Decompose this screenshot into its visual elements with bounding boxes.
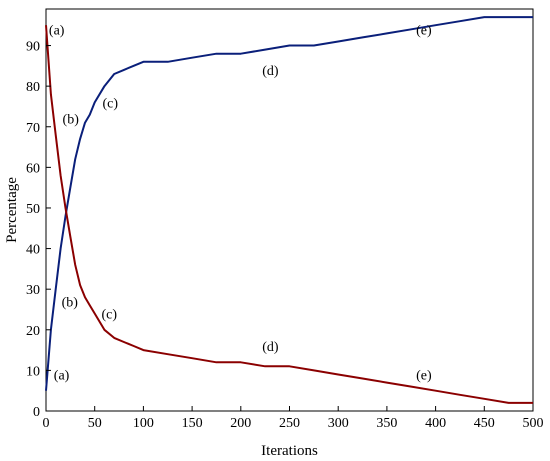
annotation-label: (e) [416, 368, 432, 383]
x-tick-label: 100 [133, 416, 154, 431]
y-tick-label: 10 [26, 364, 40, 379]
x-tick-label: 300 [328, 416, 349, 431]
annotation-label: (e) [416, 23, 432, 38]
y-tick-label: 60 [26, 161, 40, 176]
y-tick-label: 50 [26, 202, 40, 217]
annotation-label: (d) [262, 340, 279, 355]
y-tick-label: 80 [26, 80, 40, 95]
x-tick-label: 50 [88, 416, 102, 431]
x-tick-label: 350 [376, 416, 397, 431]
y-axis-label: Percentage [4, 177, 20, 243]
series-line-1 [45, 16, 533, 391]
y-tick-label: 0 [33, 405, 40, 420]
series-layer [45, 16, 533, 404]
x-axis-label: Iterations [261, 443, 318, 459]
annotation-layer: (a) (b) (c) (d) (e) (a) (b) (c) (d) (e) [49, 23, 432, 383]
y-tick-label: 20 [26, 324, 40, 339]
annotation-label: (b) [63, 113, 80, 128]
axes-frame [45, 8, 534, 412]
annotation-label: (c) [102, 308, 118, 323]
plot-area: (a)(b)(c)(d)(e)(a)(b)(c)(d)(e) 0 50 100 150… [26, 8, 544, 431]
y-tick-label: 40 [26, 243, 40, 258]
annotation-label: (d) [262, 64, 279, 79]
x-axis: 0 50 100 150 200 250 300 350 400 450 500 [43, 406, 544, 431]
annotation-label: (a) [54, 368, 70, 383]
y-axis: 0 10 20 30 40 50 60 70 80 90 [26, 40, 51, 420]
y-tick-label: 30 [26, 283, 40, 298]
y-tick-label: 90 [26, 40, 40, 55]
x-tick-label: 200 [230, 416, 251, 431]
annotation-label: (a) [49, 23, 65, 38]
x-tick-label: 150 [182, 416, 203, 431]
series-line-2 [45, 25, 533, 404]
x-tick-label: 250 [279, 416, 300, 431]
x-tick-label: 500 [523, 416, 544, 431]
x-tick-label: 400 [425, 416, 446, 431]
annotation-label: (c) [102, 96, 118, 111]
y-tick-label: 70 [26, 121, 40, 136]
x-tick-label: 0 [43, 416, 50, 431]
annotation-label: (b) [62, 295, 79, 310]
x-tick-label: 450 [474, 416, 495, 431]
